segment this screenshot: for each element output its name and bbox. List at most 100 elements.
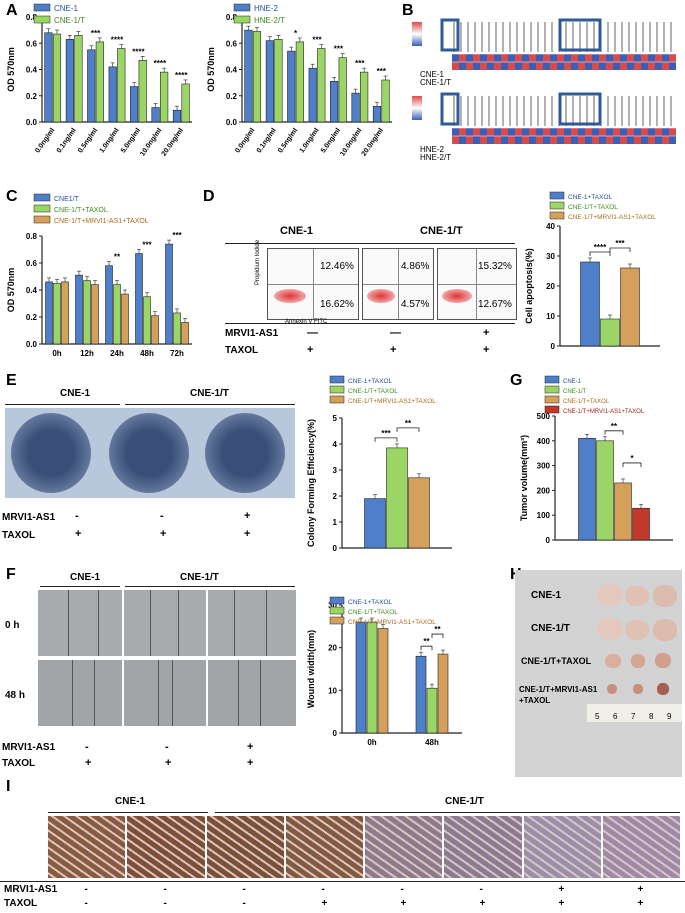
flow-row2-label: TAXOL — [225, 345, 259, 356]
legend-swatch — [549, 201, 565, 210]
x-tick-label: 12h — [80, 349, 94, 358]
bar — [620, 267, 640, 347]
bar — [83, 280, 91, 345]
ihc-image — [285, 816, 363, 878]
heatmap-cell — [599, 62, 606, 70]
legend-swatch — [549, 191, 565, 200]
wound-row-48h: 48 h — [5, 690, 26, 701]
dish-1 — [11, 413, 91, 493]
dish-3 — [205, 413, 285, 493]
flow-xaxis: Annexin V FITC — [285, 319, 328, 325]
wound-row1-v3: + — [247, 741, 254, 753]
heatmap-cell — [578, 128, 585, 136]
y-tick-label: 0.0 — [26, 340, 38, 349]
legend-entry: CNE-1 — [54, 4, 79, 13]
heatmap-cell — [606, 128, 613, 136]
bar — [138, 60, 147, 123]
tumor-row-1: CNE-1 — [531, 590, 562, 601]
ruler-tick-5: 5 — [595, 712, 600, 721]
heatmap-cell — [634, 54, 641, 62]
significance-label: **** — [132, 47, 145, 56]
bar — [173, 312, 181, 345]
bar — [386, 447, 408, 549]
panel-label-f: F — [6, 566, 16, 583]
y-tick-label: 300 — [537, 462, 551, 471]
ihc-row1-value: - — [84, 884, 88, 895]
x-tick-label: 48h — [140, 349, 154, 358]
colony-title-cne1: CNE-1 — [60, 388, 91, 399]
significance-bracket — [396, 427, 420, 432]
heatmap-cell — [634, 128, 641, 136]
x-tick-label: 24h — [110, 349, 124, 358]
legend-swatch — [544, 385, 560, 394]
ruler-tick-8: 8 — [649, 712, 654, 721]
x-tick-label: 20.0ng/ml — [161, 127, 185, 158]
wound-panel-f: CNE-1 CNE-1/T 0 h 48 h MRVI1-AS1 - - + T… — [0, 572, 300, 772]
panel-label-b: B — [402, 2, 414, 19]
heatmap-cell — [452, 62, 459, 70]
wound-row1-v2: - — [165, 741, 169, 753]
bar — [600, 318, 620, 347]
wound-row-0h: 0 h — [5, 620, 20, 631]
bar — [415, 655, 427, 734]
y-axis-label: OD 570nm — [6, 47, 16, 92]
heatmap-colorbar — [412, 96, 422, 120]
significance-label: * — [294, 29, 298, 38]
x-tick-label: 72h — [170, 349, 184, 358]
highlight-box — [440, 18, 460, 52]
heatmap-cell — [550, 54, 557, 62]
bar — [135, 253, 143, 345]
wound-title-cne1: CNE-1 — [70, 572, 101, 583]
bar — [308, 67, 317, 123]
ihc-row1-value: - — [321, 884, 325, 895]
flow-plot-3: 15.32% 12.67% — [437, 248, 517, 320]
ihc-image — [48, 816, 126, 878]
heatmap-colorbar — [412, 22, 422, 46]
heatmap-cell — [508, 54, 515, 62]
x-tick-label: 20.0ng/ml — [361, 127, 385, 158]
y-tick-label: 0.2 — [226, 92, 238, 101]
bar — [437, 653, 449, 734]
heatmap-cell — [494, 136, 501, 144]
significance-label: *** — [334, 45, 344, 54]
y-tick-label: 20 — [328, 644, 337, 653]
panel-label-g: G — [510, 372, 523, 389]
heatmap-cell — [494, 62, 501, 70]
heatmap-cell — [627, 128, 634, 136]
ihc-row1-value: + — [558, 884, 565, 895]
x-tick-label: 1.0ng/ml — [299, 127, 321, 154]
heatmap-row-label: CNE-1/T — [420, 78, 452, 87]
heatmap-cell — [606, 136, 613, 144]
bar — [360, 71, 369, 123]
significance-bracket — [604, 430, 624, 435]
y-tick-label: 30 — [328, 601, 337, 610]
heatmap-cell — [564, 128, 571, 136]
bar — [151, 315, 159, 345]
heatmap-row-label: HNE-2 — [420, 145, 445, 154]
y-tick-label: 0.4 — [26, 286, 38, 295]
wound-photo-48h — [38, 660, 296, 726]
y-tick-label: 0.8 — [26, 232, 38, 241]
legend-swatch — [33, 204, 51, 213]
bar — [377, 628, 389, 734]
significance-label: *** — [91, 29, 101, 38]
heatmap-cell — [564, 54, 571, 62]
wound-row1-v1: - — [85, 741, 89, 753]
heatmap-cell — [480, 54, 487, 62]
panel-label-c: C — [6, 188, 18, 205]
y-tick-label: 0.2 — [26, 313, 38, 322]
significance-bracket — [420, 645, 433, 651]
heatmap-cell — [648, 62, 655, 70]
chart-c: 0.0 0.2 0.4 0.6 0.8 OD 570nm 0h 12h 24h ** 48h *** 7… — [6, 193, 192, 358]
legend-entry: CNE-1/T+TAXOL — [563, 399, 610, 405]
heatmap-cell — [494, 128, 501, 136]
y-tick-label: 0.4 — [226, 66, 238, 75]
significance-bracket — [374, 437, 398, 442]
heatmap-cell — [620, 128, 627, 136]
ihc-row2-value: - — [242, 898, 246, 909]
heatmap-cell — [585, 62, 592, 70]
colony-row2-v1: + — [75, 528, 82, 540]
heatmap-cell — [564, 136, 571, 144]
